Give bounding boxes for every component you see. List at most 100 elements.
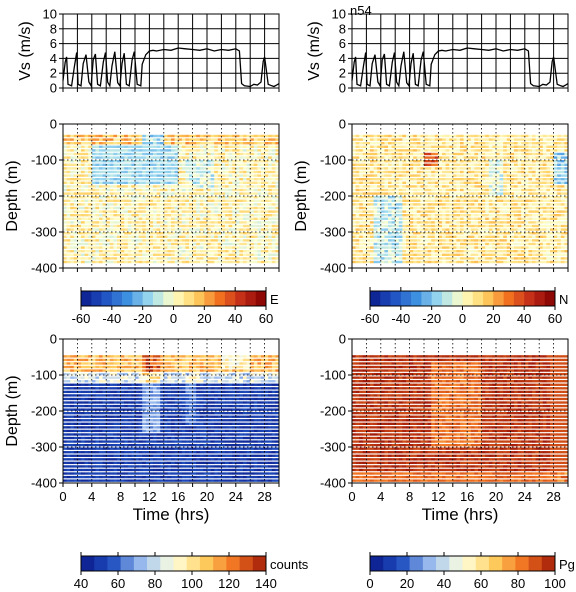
heatmap-cell	[66, 465, 71, 468]
heatmap-cell	[535, 224, 540, 228]
heatmap-cell	[377, 206, 382, 210]
heatmap-cell	[131, 192, 136, 195]
heatmap-cell	[167, 145, 172, 148]
heatmap-cell	[377, 138, 382, 141]
heatmap-cell	[463, 142, 468, 145]
heatmap-cell	[499, 217, 504, 220]
heatmap-cell	[181, 170, 186, 174]
heatmap-cell	[203, 199, 208, 202]
heatmap-cell	[102, 246, 107, 249]
heatmap-cell	[127, 232, 132, 235]
heatmap-cell	[91, 394, 96, 397]
heatmap-cell	[352, 260, 356, 264]
heatmap-cell	[398, 203, 403, 206]
heatmap-cell	[95, 440, 100, 443]
heatmap-cell	[102, 199, 107, 202]
heatmap-cell	[70, 214, 75, 217]
heatmap-cell	[384, 253, 389, 256]
heatmap-cell	[167, 203, 172, 206]
heatmap-cell	[391, 167, 396, 170]
heatmap-cell	[452, 224, 457, 228]
heatmap-cell	[135, 206, 139, 210]
heatmap-cell	[271, 257, 276, 260]
heatmap-cell	[445, 217, 450, 220]
heatmap-cell	[77, 232, 82, 235]
heatmap-cell	[156, 242, 161, 246]
heatmap-cell	[250, 178, 255, 181]
heatmap-cell	[77, 246, 82, 249]
heatmap-cell	[424, 228, 428, 231]
heatmap-cell	[413, 246, 418, 249]
heatmap-cell	[145, 138, 150, 141]
heatmap-cell	[373, 235, 378, 238]
heatmap-cell	[560, 210, 565, 213]
heatmap-cell	[113, 250, 118, 253]
heatmap-cell	[207, 152, 211, 156]
heatmap-cell	[149, 253, 154, 256]
heatmap-cell	[138, 192, 143, 195]
heatmap-cell	[391, 156, 396, 159]
heatmap-cell	[542, 235, 547, 238]
heatmap-cell	[163, 242, 168, 246]
heatmap-cell	[135, 178, 139, 181]
heatmap-cell	[217, 203, 222, 206]
heatmap-cell	[174, 170, 179, 174]
heatmap-cell	[275, 260, 280, 264]
heatmap-cell	[460, 138, 464, 141]
heatmap-cell	[120, 221, 125, 224]
heatmap-cell	[546, 235, 551, 238]
heatmap-cell	[192, 253, 197, 256]
heatmap-cell	[163, 145, 168, 148]
heatmap-cell	[416, 149, 421, 152]
heatmap-cell	[384, 163, 389, 166]
heatmap-cell	[81, 203, 85, 206]
heatmap-cell	[91, 451, 96, 454]
heatmap-cell	[70, 134, 75, 138]
heatmap-cell	[221, 217, 226, 220]
heatmap-cell	[77, 138, 82, 141]
heatmap-cell	[257, 235, 262, 238]
heatmap-cell	[88, 181, 93, 184]
heatmap-cell	[560, 152, 565, 156]
heatmap-cell	[395, 228, 400, 231]
heatmap-cell	[63, 433, 67, 436]
heatmap-cell	[553, 163, 558, 166]
heatmap-cell	[102, 253, 107, 256]
heatmap-cell	[145, 199, 150, 202]
heatmap-cell	[70, 260, 75, 264]
heatmap-cell	[77, 422, 82, 425]
heatmap-cell	[557, 206, 562, 210]
heatmap-cell	[442, 160, 446, 163]
heatmap-cell	[474, 235, 479, 238]
heatmap-cell	[95, 443, 100, 447]
heatmap-cell	[181, 167, 186, 170]
heatmap-cell	[235, 152, 240, 156]
heatmap-cell	[124, 224, 129, 228]
heatmap-cell	[514, 224, 518, 228]
heatmap-cell	[66, 145, 71, 148]
heatmap-cell	[564, 142, 569, 145]
heatmap-cell	[485, 156, 490, 159]
heatmap-cell	[488, 174, 493, 177]
heatmap-cell	[395, 167, 400, 170]
heatmap-cell	[467, 210, 472, 213]
heatmap-cell	[373, 206, 378, 210]
heatmap-cell	[124, 210, 129, 213]
heatmap-cell	[452, 188, 457, 192]
heatmap-cell	[117, 138, 121, 141]
heatmap-cell	[167, 192, 172, 195]
heatmap-cell	[171, 196, 175, 199]
heatmap-cell	[70, 188, 75, 192]
heatmap-cell	[388, 246, 392, 249]
heatmap-cell	[452, 214, 457, 217]
heatmap-cell	[366, 239, 371, 242]
heatmap-cell	[460, 221, 464, 224]
heatmap-cell	[153, 170, 157, 174]
heatmap-cell	[171, 149, 175, 152]
heatmap-cell	[160, 210, 165, 213]
heatmap-cell	[185, 156, 190, 159]
heatmap-cell	[496, 232, 500, 235]
heatmap-cell	[528, 203, 533, 206]
heatmap-cell	[380, 163, 385, 166]
heatmap-cell	[546, 199, 551, 202]
